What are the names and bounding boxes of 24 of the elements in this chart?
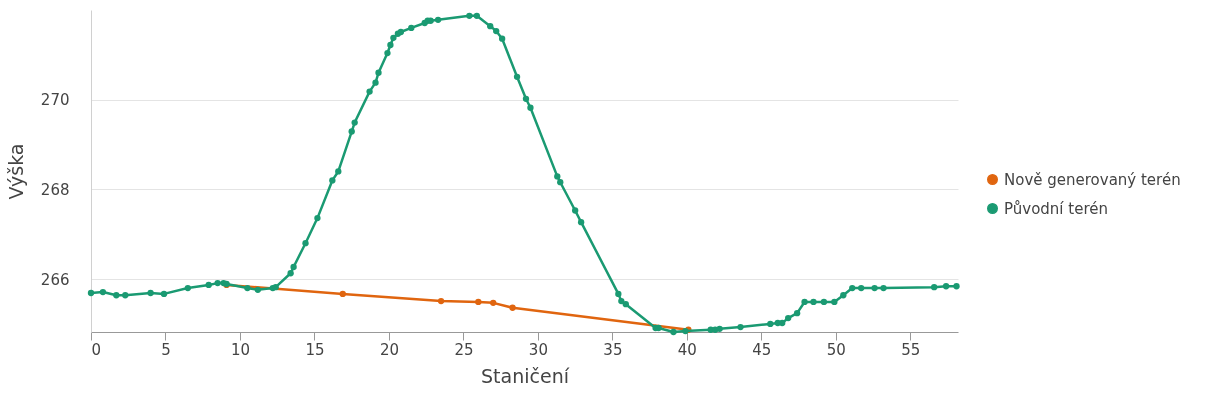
x-tick-label: 55 bbox=[901, 340, 921, 359]
point bbox=[437, 297, 445, 305]
point bbox=[475, 298, 482, 306]
x-tick-label: 40 bbox=[677, 340, 697, 359]
legend-label: Původní terén bbox=[1004, 199, 1108, 218]
x-axis-title: Staničení bbox=[481, 364, 570, 387]
y-axis-title: Výška bbox=[4, 143, 27, 200]
point bbox=[490, 299, 497, 307]
y-tick-label: 266 bbox=[40, 270, 70, 289]
x-tick-label: 50 bbox=[826, 340, 846, 359]
y-tick-label: 270 bbox=[40, 91, 70, 110]
x-tick-label: 15 bbox=[305, 340, 325, 359]
x-tick-label: 35 bbox=[603, 340, 623, 359]
x-tick-label: 25 bbox=[454, 340, 474, 359]
x-tick-label: 45 bbox=[752, 340, 772, 359]
x-tick-label: 10 bbox=[230, 340, 251, 359]
x-tick-label: 0 bbox=[91, 340, 102, 359]
y-tick-label: 268 bbox=[40, 180, 70, 199]
x-tick-label: 30 bbox=[528, 340, 548, 359]
x-tick-label: 5 bbox=[161, 340, 171, 359]
point bbox=[339, 290, 346, 298]
x-tick-label: 20 bbox=[379, 340, 399, 359]
point bbox=[509, 304, 516, 311]
legend-label: Nově generovaný terén bbox=[1004, 170, 1181, 189]
